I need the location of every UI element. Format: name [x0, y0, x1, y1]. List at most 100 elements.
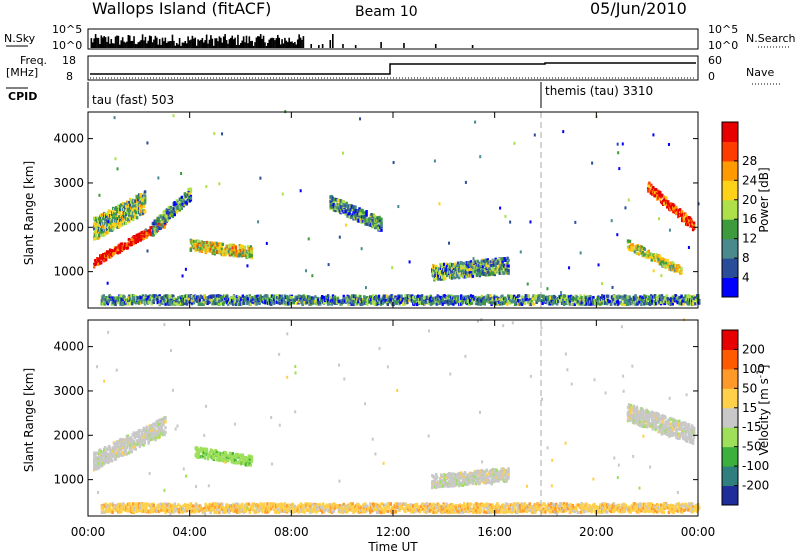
heatmap-cell	[629, 243, 633, 247]
heatmap-cell	[338, 235, 341, 239]
heatmap-cell	[161, 296, 164, 300]
heatmap-cell	[659, 190, 662, 195]
heatmap-cell	[119, 221, 123, 225]
heatmap-cell	[380, 217, 383, 221]
heatmap-cell	[173, 202, 177, 207]
colorbar-segment	[722, 160, 738, 181]
heatmap-cell	[118, 244, 122, 248]
heatmap-cell	[154, 424, 157, 428]
heatmap-cell	[156, 300, 159, 305]
heatmap-cell	[305, 297, 308, 301]
nsky-bar	[262, 35, 265, 48]
heatmap-cell	[659, 262, 662, 266]
heatmap-cell	[660, 294, 664, 298]
heatmap-cell	[146, 141, 149, 145]
heatmap-cell	[156, 419, 159, 423]
heatmap-cell	[498, 257, 501, 261]
nsky-bar	[154, 35, 157, 48]
heatmap-cell	[182, 301, 186, 305]
heatmap-cell	[663, 301, 667, 305]
nsky-bar	[164, 37, 167, 48]
nsky-bar	[259, 34, 262, 48]
heatmap-cell	[99, 458, 102, 462]
nsky-bar	[130, 40, 132, 48]
heatmap-cell	[666, 205, 669, 209]
heatmap-cell	[102, 224, 105, 228]
heatmap-cell	[658, 217, 661, 221]
heatmap-cell	[232, 254, 236, 258]
heatmap-cell	[197, 247, 201, 251]
heatmap-cell	[152, 429, 155, 434]
heatmap-cell	[690, 220, 694, 224]
heatmap-cell	[414, 299, 417, 304]
nsky-bar	[235, 44, 238, 48]
heatmap-cell	[134, 210, 138, 215]
nsky-bar	[403, 43, 405, 48]
heatmap-cell	[435, 266, 438, 271]
heatmap-cell	[187, 297, 191, 301]
nsky-bar	[200, 39, 202, 48]
heatmap-cell	[113, 212, 116, 216]
heatmap-cell	[520, 295, 524, 299]
heatmap-cell	[611, 298, 615, 302]
heatmap-cell	[491, 301, 494, 305]
freq-panel-frame	[87, 55, 699, 81]
nsky-bar	[121, 37, 124, 48]
heatmap-cell	[131, 237, 135, 241]
heatmap-cell	[218, 302, 221, 306]
nsky-bar	[170, 40, 172, 48]
heatmap-cell	[114, 302, 117, 307]
nave-label: Nave	[746, 66, 774, 79]
nsky-bar	[185, 43, 188, 48]
heatmap-cell	[373, 300, 377, 304]
heatmap-cell	[143, 194, 147, 198]
heatmap-cell	[106, 255, 110, 259]
heatmap-cell	[562, 130, 565, 134]
heatmap-cell	[489, 294, 492, 298]
heatmap-cell	[346, 203, 349, 208]
heatmap-cell	[678, 208, 682, 212]
heatmap-cell	[231, 248, 235, 253]
heatmap-cell	[659, 198, 662, 202]
heatmap-cell	[183, 192, 187, 196]
nsky-bar	[188, 40, 191, 48]
heatmap-cell	[456, 261, 460, 265]
nsearch-tick-top: 10^5	[708, 23, 738, 36]
heatmap-cell	[332, 199, 335, 203]
heatmap-cell	[663, 299, 667, 303]
heatmap-cell	[214, 299, 217, 303]
heatmap-cell	[476, 259, 480, 263]
heatmap-cell	[441, 297, 444, 301]
heatmap-cell	[592, 295, 595, 300]
heatmap-cell	[241, 251, 244, 255]
heatmap-cell	[667, 200, 670, 204]
heatmap-cell	[452, 299, 455, 304]
nsky-bar	[123, 41, 125, 48]
heatmap-cell	[173, 201, 177, 205]
nsky-bar	[254, 42, 256, 48]
heatmap-cell	[336, 202, 339, 207]
heatmap-cell	[112, 455, 116, 459]
heatmap-cell	[114, 223, 117, 227]
heatmap-cell	[124, 221, 128, 225]
heatmap-cell	[535, 300, 538, 304]
heatmap-cell	[115, 207, 118, 211]
heatmap-cell	[128, 203, 132, 207]
heatmap-cell	[533, 133, 536, 137]
heatmap-cell	[630, 248, 634, 252]
heatmap-cell	[489, 260, 492, 264]
nsky-bar	[342, 44, 344, 48]
heatmap-cell	[179, 295, 182, 299]
heatmap-cell	[529, 302, 532, 306]
heatmap-cell	[463, 267, 467, 271]
heatmap-cell	[180, 297, 183, 301]
heatmap-cell	[462, 299, 465, 303]
heatmap-cell	[98, 193, 101, 197]
heatmap-cell	[235, 299, 239, 303]
nsky-bar	[274, 40, 276, 48]
heatmap-cell	[112, 252, 116, 256]
heatmap-cell	[107, 220, 110, 224]
heatmap-cell	[510, 297, 513, 301]
heatmap-cell	[599, 302, 602, 306]
heatmap-cell	[667, 143, 670, 147]
